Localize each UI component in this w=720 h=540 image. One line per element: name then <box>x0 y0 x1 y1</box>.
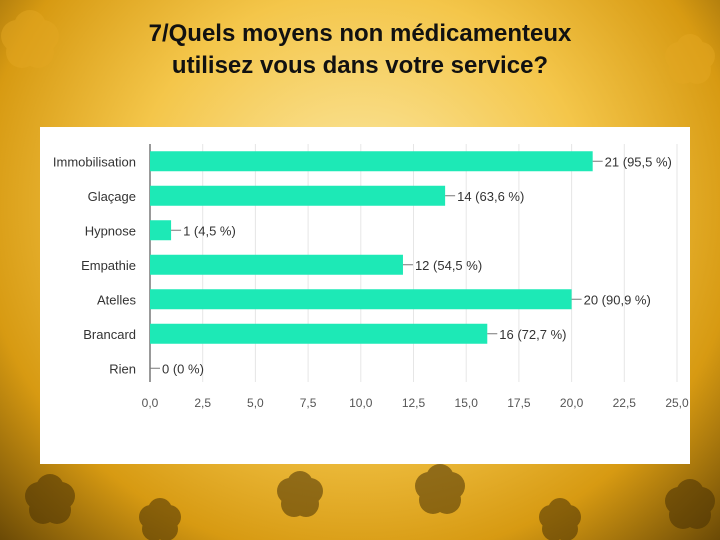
x-tick-label: 10,0 <box>349 396 373 410</box>
slide-title-line-2: utilisez vous dans votre service? <box>171 52 549 79</box>
slide-title: 7/Quels moyens non médicamenteux utilise… <box>60 18 660 82</box>
x-tick-label: 17,5 <box>507 396 531 410</box>
data-label: 16 (72,7 %) <box>499 327 566 342</box>
category-label: Rien <box>109 361 136 376</box>
x-tick-label: 5,0 <box>247 396 264 410</box>
bar <box>150 220 172 241</box>
x-tick-label: 25,0 <box>665 396 689 410</box>
data-label: 12 (54,5 %) <box>415 258 482 273</box>
category-label: Atelles <box>97 292 137 307</box>
bar <box>150 289 572 310</box>
data-label: 21 (95,5 %) <box>605 154 672 169</box>
data-label: 0 (0 %) <box>162 361 204 376</box>
x-tick-label: 20,0 <box>560 396 584 410</box>
category-label: Empathie <box>81 258 136 273</box>
x-tick-label: 0,0 <box>142 396 159 410</box>
bar <box>150 323 488 344</box>
x-tick-label: 7,5 <box>300 396 317 410</box>
x-tick-label: 15,0 <box>455 396 479 410</box>
slide-title-line-1: 7/Quels moyens non médicamenteux <box>148 20 572 47</box>
bar <box>150 185 446 206</box>
data-label: 20 (90,9 %) <box>584 292 651 307</box>
data-label: 1 (4,5 %) <box>183 223 236 238</box>
category-label: Immobilisation <box>53 154 136 169</box>
bar-chart: 0,0 2,5 5,0 7,5 10,0 12,5 15,0 17,5 20,0 22,5 25,0… <box>53 144 689 410</box>
category-label: Glaçage <box>88 189 136 204</box>
x-tick-label: 12,5 <box>402 396 426 410</box>
bar <box>150 254 403 275</box>
bar <box>150 151 593 172</box>
data-label: 14 (63,6 %) <box>457 189 524 204</box>
category-label: Brancard <box>83 327 136 342</box>
chart-card: 0,0 2,5 5,0 7,5 10,0 12,5 15,0 17,5 20,0 22,5 25,0… <box>40 127 690 464</box>
x-tick-label: 2,5 <box>194 396 211 410</box>
x-tick-label: 22,5 <box>613 396 637 410</box>
category-label: Hypnose <box>85 223 136 238</box>
